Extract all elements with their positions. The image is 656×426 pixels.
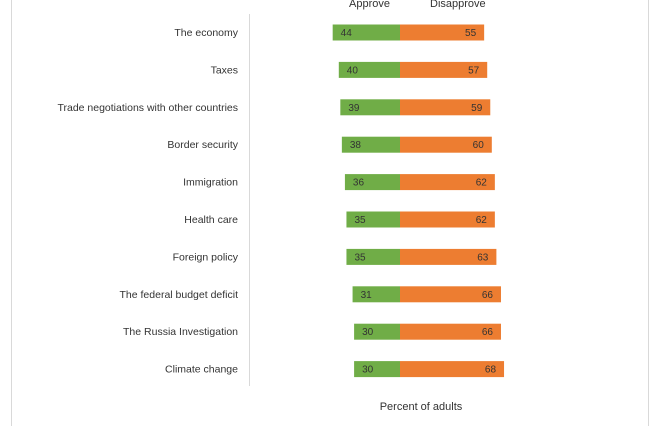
category-label: Taxes	[211, 64, 238, 76]
bar-approve	[346, 248, 400, 265]
bar-disapprove	[400, 361, 505, 378]
data-label-disapprove: 66	[482, 290, 494, 301]
data-label-disapprove: 55	[465, 28, 477, 39]
data-label-approve: 35	[354, 252, 366, 263]
bar-disapprove	[400, 174, 495, 191]
data-label-disapprove: 63	[477, 252, 489, 263]
data-label-approve: 40	[347, 65, 359, 76]
data-label-approve: 39	[348, 103, 360, 114]
bar-approve	[354, 323, 400, 340]
bar-disapprove	[400, 24, 485, 41]
bar-disapprove	[400, 136, 492, 153]
category-label: Health care	[184, 214, 238, 226]
data-label-approve: 36	[353, 178, 365, 189]
category-label: The Russia Investigation	[123, 326, 238, 338]
bar-approve	[344, 174, 400, 191]
bars: 44 55 40 57 39 59 38 60 36 62 35 62 35 63 31 66 30 66 30 68	[332, 24, 505, 378]
bar-disapprove	[400, 99, 491, 116]
bar-disapprove	[400, 323, 501, 340]
bar-approve	[332, 24, 400, 41]
bar-approve	[346, 211, 400, 228]
data-label-approve: 38	[350, 140, 362, 151]
category-label: Border security	[167, 139, 238, 151]
category-label: Trade negotiations with other countries	[57, 102, 238, 114]
category-label: The economy	[174, 27, 238, 39]
data-label-approve: 30	[362, 327, 374, 338]
bar-disapprove	[400, 211, 495, 228]
bar-disapprove	[400, 286, 501, 303]
data-label-disapprove: 57	[468, 65, 480, 76]
data-label-disapprove: 68	[485, 365, 497, 376]
legend-approve: Approve	[349, 0, 390, 10]
category-label: Climate change	[165, 364, 238, 376]
x-axis-label: Percent of adults	[380, 401, 463, 413]
category-labels: The economy Taxes Trade negotiations with …	[57, 27, 238, 376]
data-label-disapprove: 62	[476, 178, 488, 189]
category-label: Immigration	[183, 177, 238, 189]
data-label-approve: 35	[354, 215, 366, 226]
bar-approve	[354, 361, 400, 378]
data-label-approve: 31	[361, 290, 373, 301]
legend-disapprove: Disapprove	[430, 0, 486, 10]
bar-approve	[352, 286, 400, 303]
bar-disapprove	[400, 248, 497, 265]
data-label-disapprove: 62	[476, 215, 488, 226]
bar-approve	[340, 99, 400, 116]
legend: Approve Disapprove	[349, 0, 486, 10]
bar-approve	[341, 136, 400, 153]
bar-approve	[338, 61, 400, 78]
data-label-approve: 30	[362, 365, 374, 376]
data-label-disapprove: 60	[473, 140, 485, 151]
data-label-approve: 44	[341, 28, 353, 39]
category-label: The federal budget deficit	[120, 289, 239, 301]
data-label-disapprove: 66	[482, 327, 494, 338]
category-label: Foreign policy	[173, 251, 239, 263]
bar-disapprove	[400, 61, 488, 78]
data-label-disapprove: 59	[471, 103, 483, 114]
